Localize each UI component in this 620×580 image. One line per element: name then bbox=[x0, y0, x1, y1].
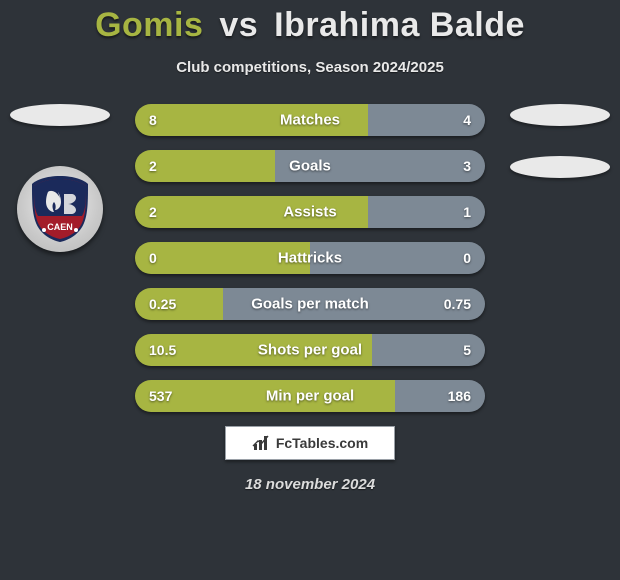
stat-row: Assists2 1 bbox=[135, 196, 485, 228]
stat-right-value: 1 bbox=[463, 204, 471, 220]
stat-label: Goals per match bbox=[135, 296, 485, 313]
stat-right-value: 4 bbox=[463, 112, 471, 128]
player2-name: Ibrahima Balde bbox=[274, 6, 525, 44]
player1-name: Gomis bbox=[95, 6, 203, 44]
stat-left-value: 0 bbox=[149, 250, 157, 266]
stat-right-value: 3 bbox=[463, 158, 471, 174]
stat-row: Hattricks0 0 bbox=[135, 242, 485, 274]
stat-label: Matches bbox=[135, 112, 485, 129]
stat-label: Assists bbox=[135, 204, 485, 221]
stat-right-value: 0.75 bbox=[444, 296, 471, 312]
date-label: 18 november 2024 bbox=[0, 476, 620, 493]
stat-row: Matches8 4 bbox=[135, 104, 485, 136]
svg-text:CAEN: CAEN bbox=[47, 222, 73, 232]
stat-row: Shots per goal10.5 5 bbox=[135, 334, 485, 366]
comparison-title: Gomis vs Ibrahima Balde bbox=[0, 0, 620, 45]
fctables-watermark: FcTables.com bbox=[225, 426, 395, 460]
player2-placeholder-oval-1 bbox=[510, 104, 610, 126]
stat-row: Min per goal537 186 bbox=[135, 380, 485, 412]
stat-row: Goals per match0.25 0.75 bbox=[135, 288, 485, 320]
fctables-label: FcTables.com bbox=[276, 435, 368, 451]
stat-right-value: 186 bbox=[448, 388, 471, 404]
shield-icon: CAEN bbox=[28, 174, 92, 244]
subtitle: Club competitions, Season 2024/2025 bbox=[0, 59, 620, 76]
stat-bars: Matches84Goals23Assists21Hattricks00Goal… bbox=[135, 104, 485, 412]
comparison-arena: CAEN Matches84Goals23Assists21Hattricks0… bbox=[0, 104, 620, 412]
stat-label: Hattricks bbox=[135, 250, 485, 267]
stat-left-value: 0.25 bbox=[149, 296, 176, 312]
stat-row: Goals2 3 bbox=[135, 150, 485, 182]
stat-left-value: 2 bbox=[149, 158, 157, 174]
stat-left-value: 2 bbox=[149, 204, 157, 220]
player1-placeholder-oval bbox=[10, 104, 110, 126]
vs-label: vs bbox=[219, 6, 258, 44]
player2-placeholder-oval-2 bbox=[510, 156, 610, 178]
stat-right-value: 5 bbox=[463, 342, 471, 358]
stat-right-value: 0 bbox=[463, 250, 471, 266]
stat-left-value: 10.5 bbox=[149, 342, 176, 358]
caen-club-logo: CAEN bbox=[17, 166, 103, 252]
stat-label: Goals bbox=[135, 158, 485, 175]
stat-left-value: 8 bbox=[149, 112, 157, 128]
stat-label: Shots per goal bbox=[135, 342, 485, 359]
stat-left-value: 537 bbox=[149, 388, 172, 404]
bar-chart-icon bbox=[252, 434, 270, 452]
stat-label: Min per goal bbox=[135, 388, 485, 405]
